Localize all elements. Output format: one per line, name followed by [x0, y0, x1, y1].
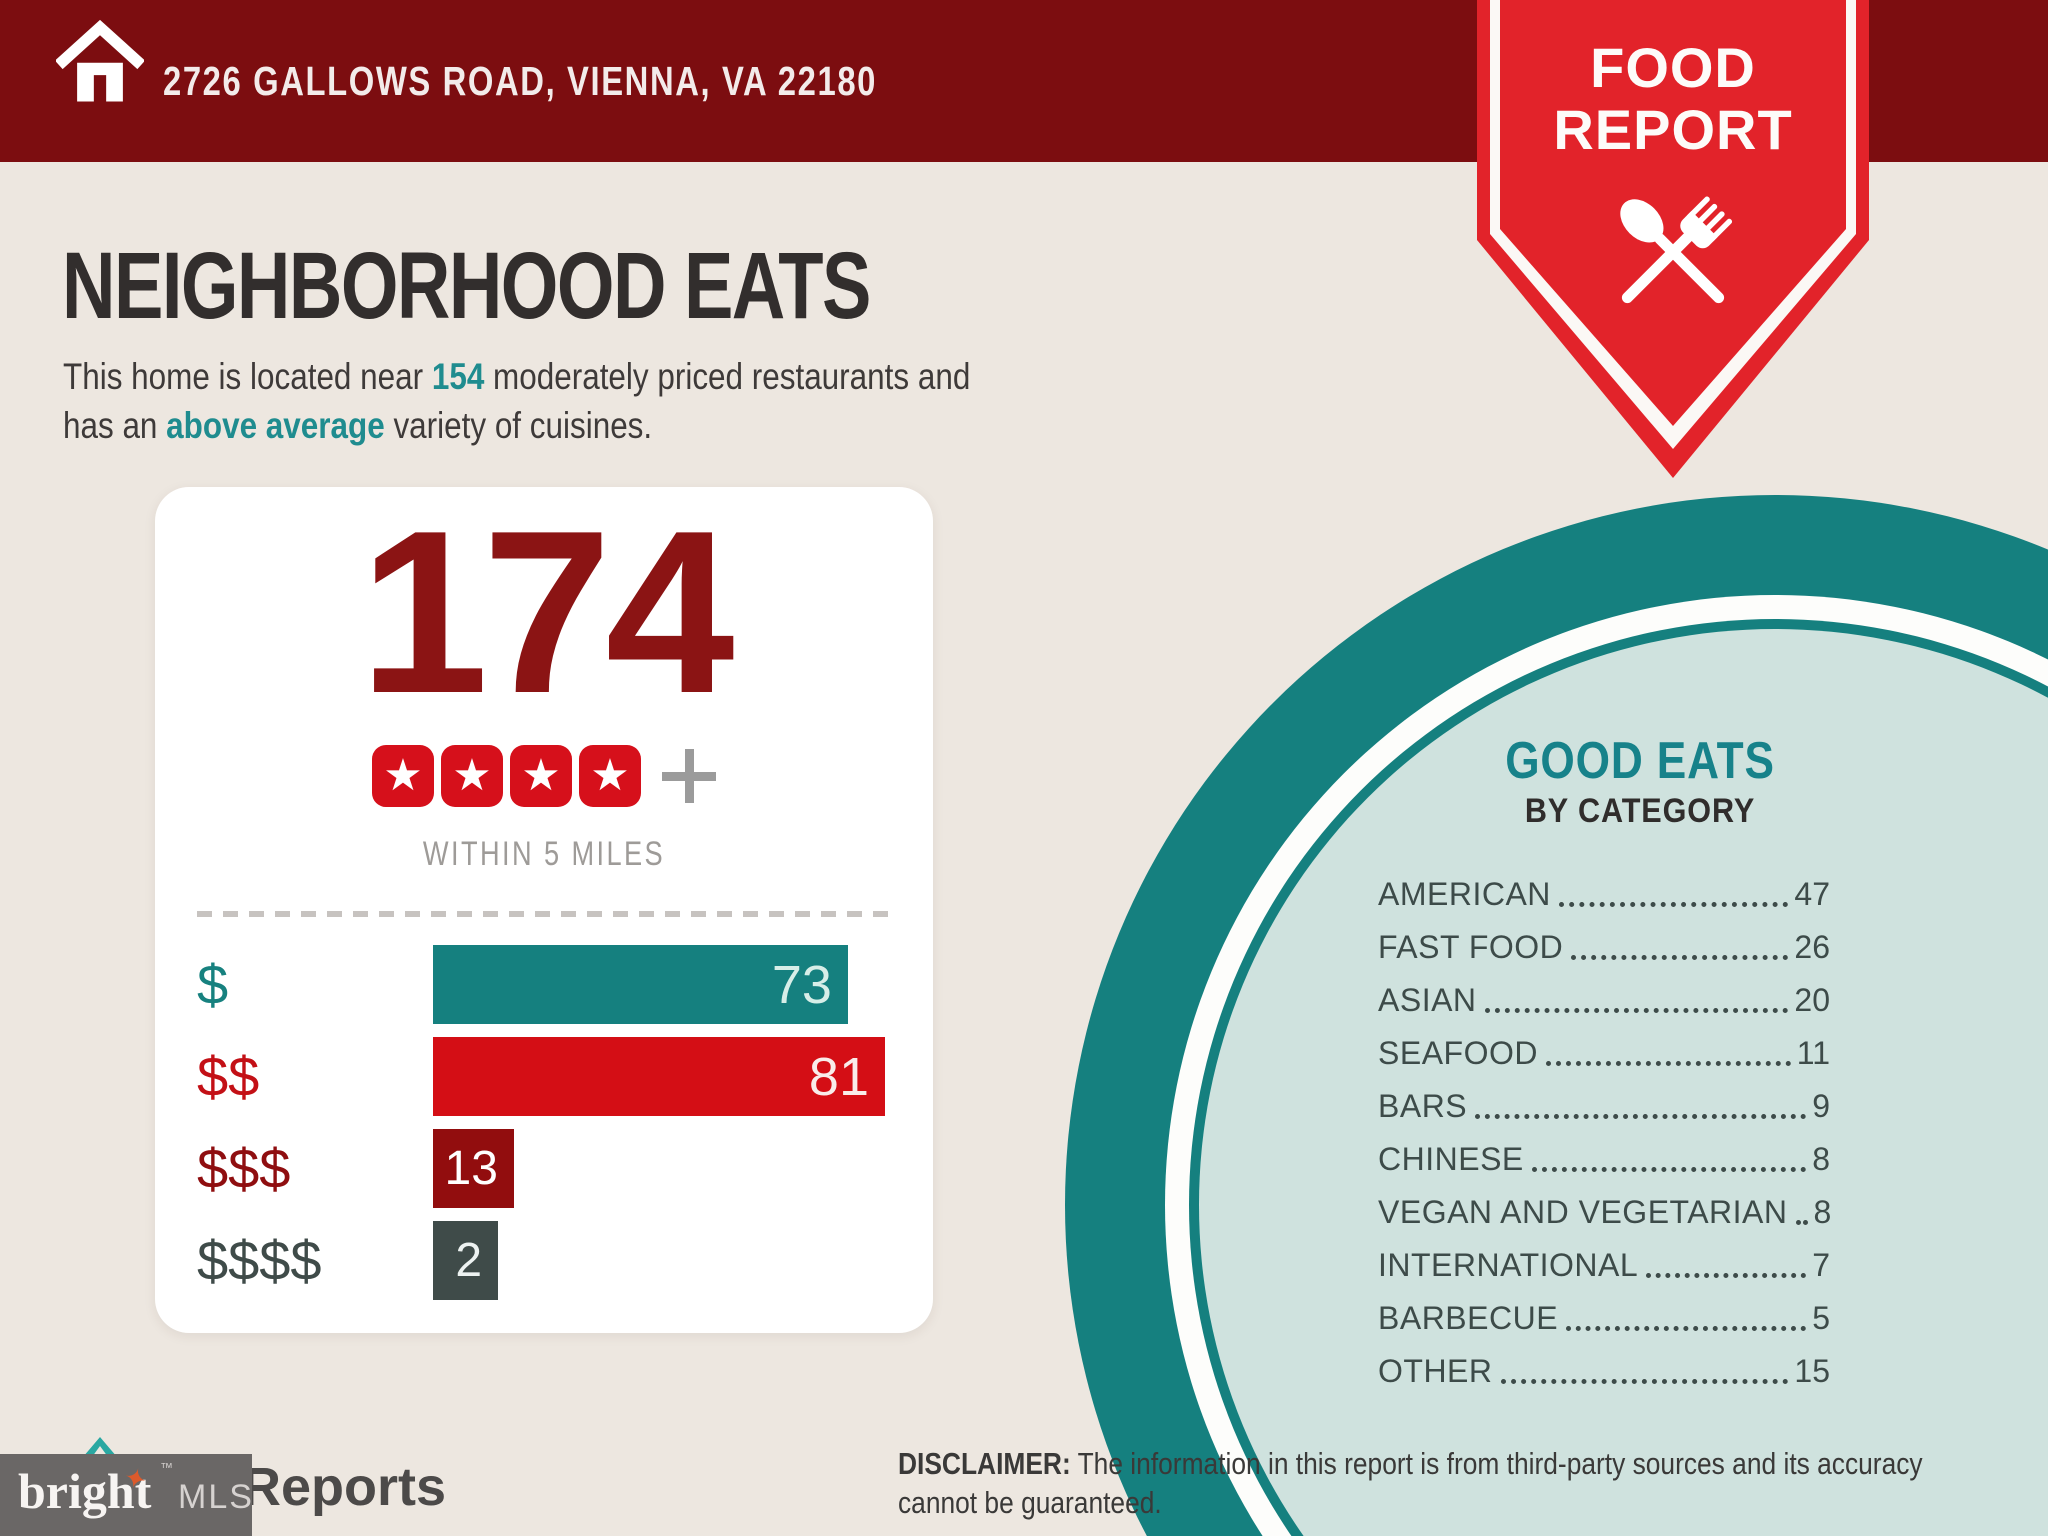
category-value: 8 — [1813, 1194, 1832, 1230]
category-label: OTHER — [1378, 1353, 1493, 1389]
bright-logo-word: bright — [18, 1463, 152, 1519]
food-report-ribbon — [1477, 0, 1869, 478]
bar-value: 2 — [433, 1221, 499, 1300]
bar-track: 2 — [433, 1221, 885, 1300]
intro-line2: has an above average variety of cuisines… — [63, 401, 1100, 450]
dashed-divider — [197, 911, 891, 917]
star-icon: ★ — [372, 745, 434, 807]
bar-track: 73 — [433, 945, 885, 1024]
price-level-label: $$$ — [197, 1137, 291, 1200]
list-item: VEGAN AND VEGETARIAN 8 — [1378, 1184, 1832, 1237]
category-label: VEGAN AND VEGETARIAN — [1378, 1194, 1788, 1230]
dotted-leader — [1795, 1220, 1808, 1225]
intro-line2-post: variety of cuisines. — [384, 405, 653, 446]
price-level-label: $ — [197, 953, 229, 1016]
category-value: 20 — [1794, 982, 1830, 1018]
category-value: 8 — [1812, 1141, 1830, 1177]
mls-logo-word: MLS — [178, 1478, 254, 1516]
list-item: OTHER 15 — [1378, 1343, 1830, 1396]
bar-value: 73 — [433, 945, 848, 1024]
bright-mls-logo: bright ✦ ™ MLS — [0, 1454, 252, 1536]
dotted-leader — [1571, 955, 1789, 960]
plus-icon — [662, 749, 716, 803]
list-item: FAST FOOD 26 — [1378, 919, 1830, 972]
category-label: AMERICAN — [1378, 876, 1551, 912]
bar-value: 13 — [433, 1129, 514, 1208]
reports-logo-text: Reports — [242, 1457, 447, 1517]
price-bar-row: $$ 81 — [155, 1037, 933, 1116]
star-icon: ★ — [441, 745, 503, 807]
intro-line1: This home is located near 154 moderately… — [63, 352, 1100, 401]
category-label: CHINESE — [1378, 1141, 1524, 1177]
category-value: 15 — [1794, 1353, 1830, 1389]
good-eats-subtitle: BY CATEGORY — [1524, 792, 1756, 830]
category-label: SEAFOOD — [1378, 1035, 1538, 1071]
good-eats-title: GOOD EATS — [1505, 732, 1775, 790]
dotted-leader — [1484, 1008, 1789, 1013]
variety-highlight: above average — [166, 405, 385, 446]
dotted-leader — [1558, 902, 1789, 907]
total-restaurants-value: 174 — [359, 483, 734, 742]
star-icon: ★ — [579, 745, 641, 807]
list-item: SEAFOOD 11 — [1378, 1025, 1830, 1078]
dotted-leader — [1531, 1167, 1807, 1172]
price-level-bar-chart: $ 73 $$ 81 $$$ 13 $$$$ 2 — [155, 945, 933, 1313]
category-list: AMERICAN 47 FAST FOOD 26 ASIAN 20 SEAFOOD 11… — [1378, 866, 1832, 1396]
list-item: AMERICAN 47 — [1378, 866, 1830, 919]
dotted-leader — [1500, 1379, 1789, 1384]
dotted-leader — [1545, 1061, 1791, 1066]
category-value: 9 — [1812, 1088, 1830, 1124]
property-address: 2726 GALLOWS ROAD, VIENNA, VA 22180 — [163, 57, 878, 104]
price-level-label: $$$$ — [197, 1229, 322, 1292]
intro-line1-post: moderately priced restaurants and — [484, 356, 971, 397]
restaurant-count: 154 — [431, 356, 485, 397]
page-title: NEIGHBORHOOD EATS — [62, 233, 871, 339]
price-bar-row: $ 73 — [155, 945, 933, 1024]
disclaimer-body: The information in this report is from t… — [898, 1446, 1923, 1520]
price-level-label: $$ — [197, 1045, 260, 1108]
category-value: 47 — [1794, 876, 1830, 912]
disclaimer-label: DISCLAIMER: — [898, 1446, 1071, 1481]
intro-line2-pre: has an — [63, 405, 167, 446]
category-value: 26 — [1794, 929, 1830, 965]
house-roof-icon — [83, 1437, 117, 1457]
list-item: CHINESE 8 — [1378, 1131, 1830, 1184]
bar-track: 13 — [433, 1129, 885, 1208]
radius-label: WITHIN 5 MILES — [422, 835, 666, 873]
ribbon-title-line1: FOOD — [1590, 36, 1756, 99]
dotted-leader — [1566, 1326, 1807, 1331]
list-item: INTERNATIONAL 7 — [1378, 1237, 1830, 1290]
star-rating-row: ★ ★ ★ ★ — [155, 745, 933, 807]
list-item: BARBECUE 5 — [1378, 1290, 1830, 1343]
star-icon: ★ — [510, 745, 572, 807]
category-label: INTERNATIONAL — [1378, 1247, 1639, 1283]
list-item: ASIAN 20 — [1378, 972, 1830, 1025]
disclaimer-text: DISCLAIMER: The information in this repo… — [898, 1444, 1940, 1522]
home-icon — [56, 19, 144, 102]
address-wrap: 2726 GALLOWS ROAD, VIENNA, VA 22180 — [163, 0, 1056, 162]
dotted-leader — [1475, 1114, 1807, 1119]
dotted-leader — [1646, 1273, 1807, 1278]
ribbon-title-line2: REPORT — [1553, 98, 1793, 161]
intro-text: This home is located near 154 moderately… — [63, 352, 1100, 450]
bar-value: 81 — [433, 1037, 885, 1116]
category-label: FAST FOOD — [1378, 929, 1564, 965]
restaurant-stats-card: 174 ★ ★ ★ ★ WITHIN 5 MILES $ 73 $$ 81 — [155, 487, 933, 1333]
trademark-symbol: ™ — [160, 1460, 173, 1475]
price-bar-row: $$$ 13 — [155, 1129, 933, 1208]
category-value: 5 — [1812, 1300, 1830, 1336]
intro-line1-pre: This home is located near — [63, 356, 432, 397]
list-item: BARS 9 — [1378, 1078, 1830, 1131]
category-label: BARBECUE — [1378, 1300, 1559, 1336]
price-bar-row: $$$$ 2 — [155, 1221, 933, 1300]
category-value: 11 — [1796, 1035, 1830, 1071]
category-value: 7 — [1812, 1247, 1830, 1283]
crossed-spoon-fork-icon — [1620, 196, 1733, 304]
category-label: ASIAN — [1378, 982, 1477, 1018]
bar-track: 81 — [433, 1037, 885, 1116]
category-label: BARS — [1378, 1088, 1468, 1124]
